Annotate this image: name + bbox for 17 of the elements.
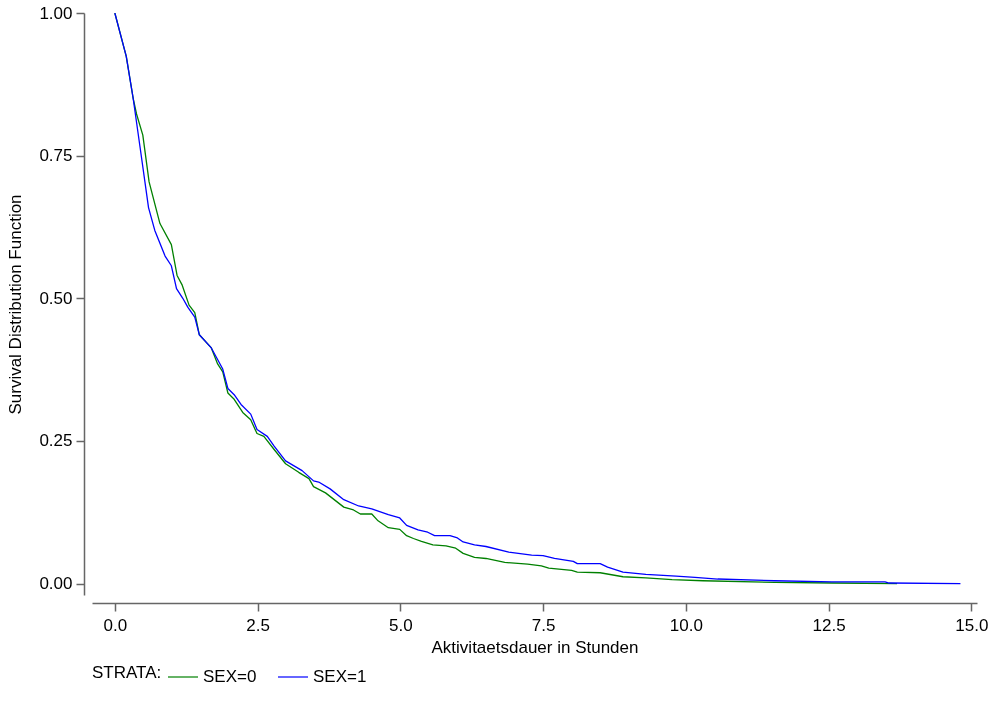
y-tick-label: 0.50 (39, 288, 73, 308)
y-tick-label: 0.25 (39, 431, 73, 451)
x-tick-label: 5.0 (389, 615, 413, 635)
x-tick-label: 10.0 (669, 615, 703, 635)
y-tick-label: 0.00 (39, 574, 73, 594)
x-axis-title: Aktivitaetsdauer in Stunden (431, 637, 639, 657)
legend-title: STRATA: (92, 663, 162, 682)
x-tick-label: 7.5 (531, 615, 556, 635)
legend-label: SEX=0 (203, 667, 257, 686)
x-tick-label: 12.5 (812, 615, 846, 635)
legend-label: SEX=1 (313, 667, 367, 686)
x-tick-label: 0.0 (103, 615, 128, 635)
y-axis-title: Survival Distribution Function (6, 194, 26, 415)
y-tick-label: 1.00 (39, 3, 73, 23)
y-tick-label: 0.75 (39, 146, 73, 166)
x-tick-label: 2.5 (246, 615, 270, 635)
x-tick-label: 15.0 (955, 615, 989, 635)
